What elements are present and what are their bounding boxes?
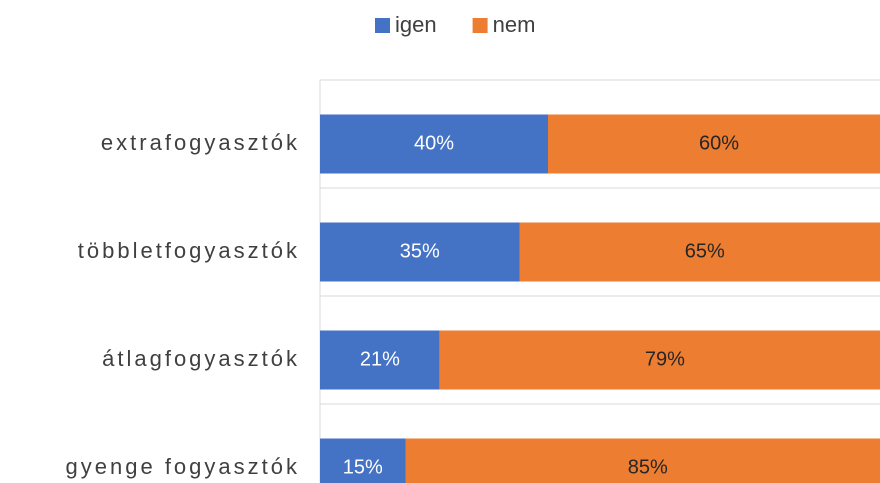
category-label: többletfogyasztók xyxy=(78,238,300,263)
bar-segment xyxy=(320,438,406,483)
value-label: 15% xyxy=(343,456,383,478)
bar-segment xyxy=(320,114,548,174)
value-label: 79% xyxy=(645,348,685,370)
bar-segment xyxy=(519,222,880,282)
category-label: gyenge fogyasztók xyxy=(66,454,300,479)
category-label: átlagfogyasztók xyxy=(102,346,300,371)
bar-segment xyxy=(320,222,520,282)
bar-segment xyxy=(548,114,880,174)
legend-label: igen xyxy=(395,12,437,37)
legend-swatch xyxy=(472,18,488,33)
bar-segment xyxy=(439,330,880,390)
category-label: extrafogyasztók xyxy=(101,130,300,155)
value-label: 40% xyxy=(414,132,454,154)
value-label: 85% xyxy=(628,456,668,478)
bar-segment xyxy=(405,438,880,483)
legend-swatch xyxy=(375,18,390,33)
legend-label: nem xyxy=(493,12,536,37)
value-label: 65% xyxy=(685,240,725,262)
bar-segment xyxy=(320,330,440,390)
value-label: 60% xyxy=(699,132,739,154)
value-label: 35% xyxy=(400,240,440,262)
value-label: 21% xyxy=(360,348,400,370)
